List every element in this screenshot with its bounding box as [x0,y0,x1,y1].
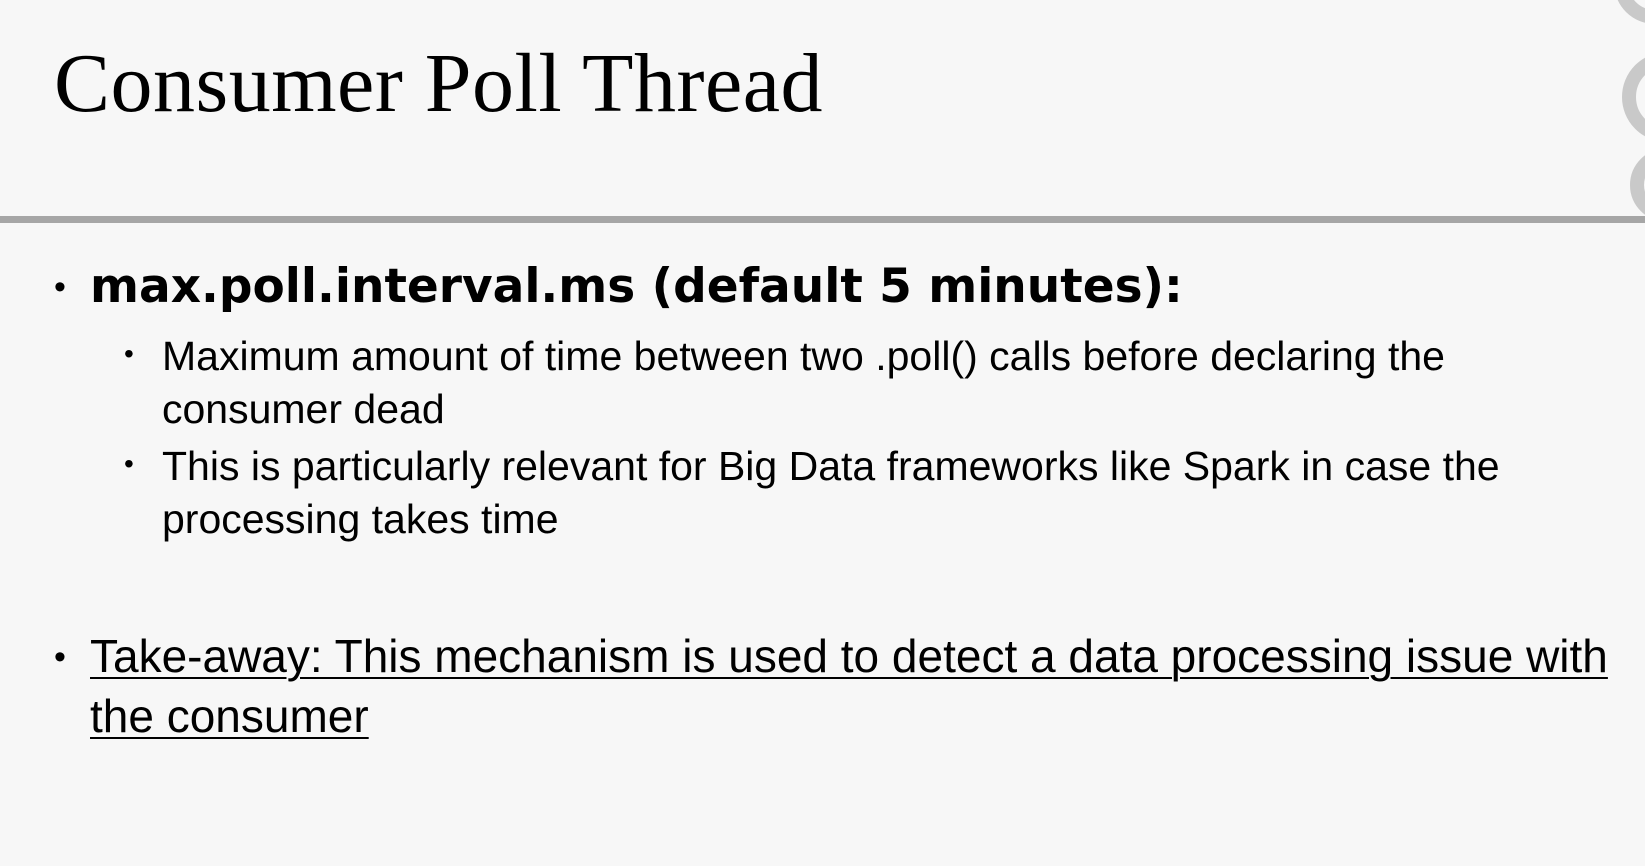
takeaway-text: Take-away: This mechanism is used to det… [90,630,1608,742]
sub-bullet-text: This is particularly relevant for Big Da… [162,443,1500,542]
slide-title: Consumer Poll Thread [54,37,824,130]
bullet-item: • max.poll.interval.ms (default 5 minute… [54,256,1624,318]
bullet-item: • Take-away: This mechanism is used to d… [54,626,1624,746]
bullet-text: max.poll.interval.ms (default 5 minutes)… [90,259,1183,314]
bullet-icon: • [124,448,134,479]
title-divider [0,216,1645,223]
sub-bullet-item: • This is particularly relevant for Big … [124,440,1624,546]
bullet-icon: • [54,638,66,676]
sub-bullet-text: Maximum amount of time between two .poll… [162,333,1445,432]
bullet-icon: • [124,338,134,369]
sub-bullet-item: • Maximum amount of time between two .po… [124,330,1624,436]
bullet-icon: • [54,268,66,306]
